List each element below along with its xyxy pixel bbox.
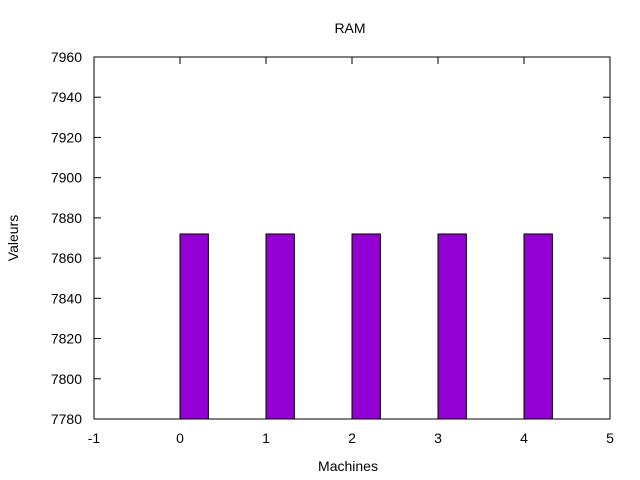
bars-group xyxy=(179,233,553,420)
y-axis-label: Valeurs xyxy=(5,215,21,261)
y-tick-label: 7900 xyxy=(51,170,82,186)
x-tick-label: -1 xyxy=(88,430,101,446)
y-tick-label: 7840 xyxy=(51,290,82,306)
bar-3 xyxy=(437,233,467,420)
y-tick-label: 7960 xyxy=(51,49,82,65)
ticks-group: 7780 7800 7820 7840 7860 7880 7900 7920 7940 7960… xyxy=(51,49,614,446)
x-tick-label: 2 xyxy=(348,430,356,446)
y-tick-label: 7920 xyxy=(51,129,82,145)
y-tick-label: 7940 xyxy=(51,89,82,105)
y-tick-label: 7780 xyxy=(51,411,82,427)
plot-frame xyxy=(93,56,611,420)
bar-1 xyxy=(265,233,295,420)
y-tick-label: 7820 xyxy=(51,331,82,347)
y-tick-label: 7800 xyxy=(51,371,82,387)
x-tick-label: 0 xyxy=(176,430,184,446)
bar-2 xyxy=(351,233,381,420)
x-tick-label: 3 xyxy=(434,430,442,446)
y-tick-label: 7880 xyxy=(51,210,82,226)
x-tick-label: 1 xyxy=(262,430,270,446)
bar-0 xyxy=(179,233,209,420)
x-tick-label: 5 xyxy=(606,430,614,446)
chart-title: RAM xyxy=(334,20,365,36)
bar-4 xyxy=(523,233,553,420)
x-tick-label: 4 xyxy=(520,430,528,446)
y-tick-label: 7860 xyxy=(51,250,82,266)
x-axis-label: Machines xyxy=(318,458,378,474)
